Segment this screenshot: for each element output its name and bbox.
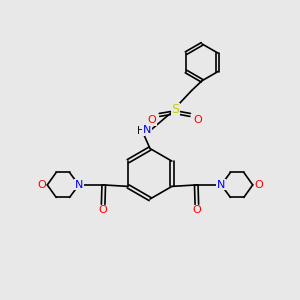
- Text: N: N: [217, 180, 225, 190]
- Text: O: O: [147, 115, 156, 125]
- Text: H: H: [137, 126, 144, 136]
- Text: N: N: [75, 180, 83, 190]
- Text: O: O: [254, 180, 263, 190]
- Text: O: O: [193, 205, 201, 215]
- Text: N: N: [143, 125, 151, 135]
- Text: O: O: [37, 180, 46, 190]
- Text: O: O: [99, 205, 107, 215]
- Text: S: S: [171, 103, 179, 116]
- Text: O: O: [194, 115, 202, 125]
